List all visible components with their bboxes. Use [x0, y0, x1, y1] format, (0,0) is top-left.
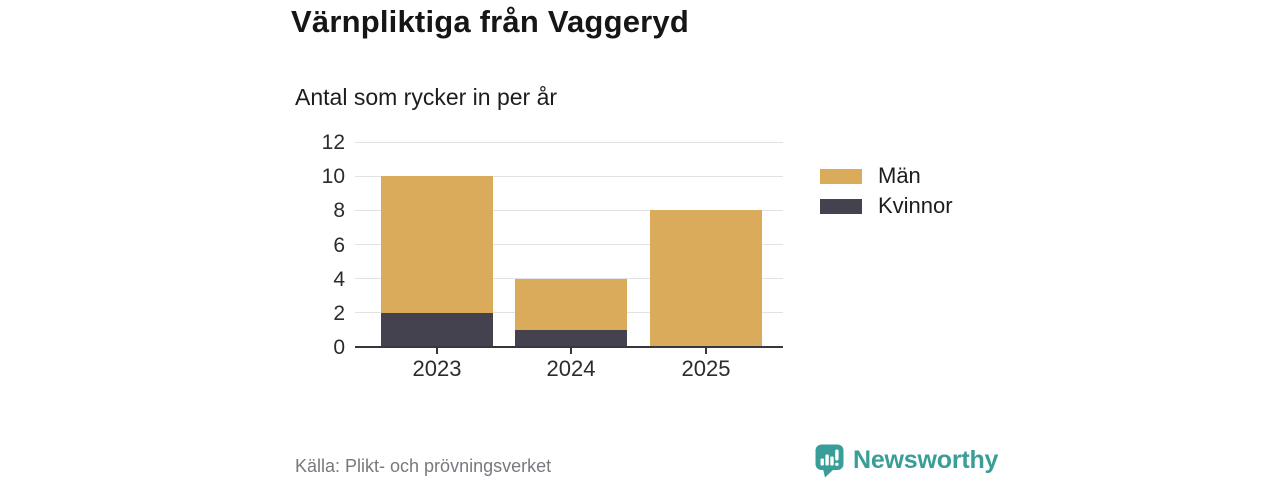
newsworthy-wordmark: Newsworthy [853, 446, 999, 474]
x-tick-2024 [570, 348, 572, 354]
legend: Män Kvinnor [820, 161, 953, 221]
y-tick-label-10: 10 [321, 165, 345, 189]
gridline-y6 [355, 244, 783, 245]
legend-item-kvinnor: Kvinnor [820, 191, 953, 221]
x-tick-label-2024: 2024 [546, 356, 596, 381]
x-tick-2025 [705, 348, 707, 354]
bar-segment-2025-män [650, 210, 762, 347]
y-tick-label-0: 0 [333, 336, 345, 359]
bar-segment-2024-män [515, 278, 627, 330]
newsworthy-chart-bubble-icon [815, 444, 844, 478]
legend-label-män: Män [878, 163, 921, 188]
legend-label-kvinnor: Kvinnor [878, 193, 953, 218]
bar-segment-2023-kvinnor [381, 312, 493, 347]
page-title: Värnpliktiga från Vaggeryd [291, 4, 689, 39]
y-tick-label-2: 2 [333, 301, 345, 325]
plot-area: 0 2 4 6 8 10 12 2023 2024 2025 [322, 132, 783, 381]
gridline-y12 [355, 141, 783, 143]
gridline-y8 [355, 209, 783, 211]
y-tick-label-4: 4 [333, 267, 345, 291]
source-note: Källa: Plikt- och prövningsverket [295, 456, 552, 476]
bar-segment-2023-män [381, 176, 493, 313]
y-tick-label-12: 12 [321, 131, 345, 154]
chart-subtitle: Antal som rycker in per år [295, 84, 558, 110]
x-tick-label-2025: 2025 [681, 356, 731, 381]
legend-item-män: Män [820, 161, 953, 191]
legend-swatch-kvinnor [820, 198, 862, 214]
y-tick-label-8: 8 [333, 199, 345, 223]
newsworthy-logo[interactable]: Newsworthy [814, 443, 998, 478]
x-tick-2023 [436, 348, 438, 354]
legend-swatch-män [820, 168, 862, 184]
bar-segment-2024-kvinnor [515, 329, 627, 347]
gridline-y10 [355, 175, 783, 177]
y-tick-label-6: 6 [333, 233, 345, 257]
x-tick-label-2023: 2023 [412, 356, 462, 381]
x-axis-line [355, 345, 783, 348]
